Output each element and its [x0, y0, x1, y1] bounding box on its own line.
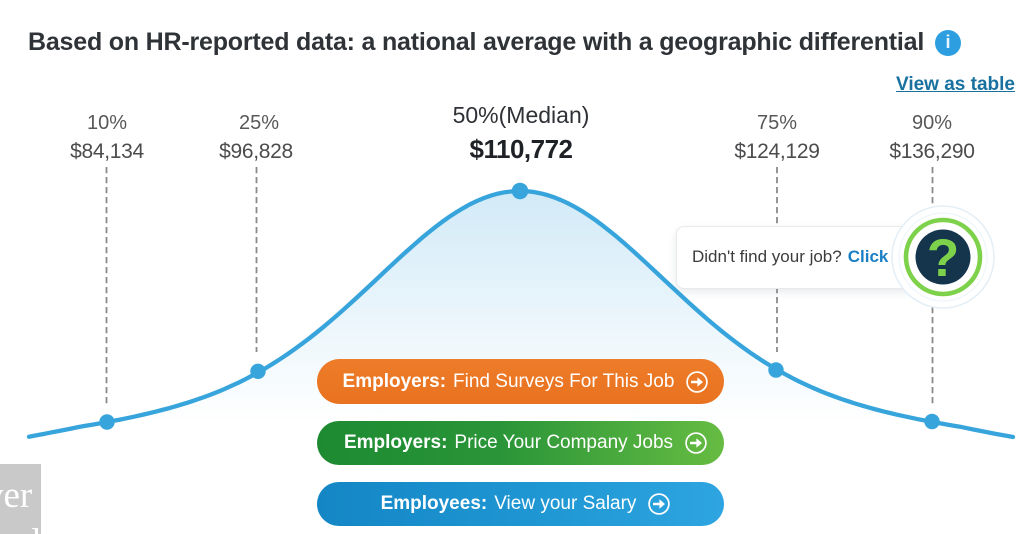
svg-text:?: ? [927, 229, 959, 288]
